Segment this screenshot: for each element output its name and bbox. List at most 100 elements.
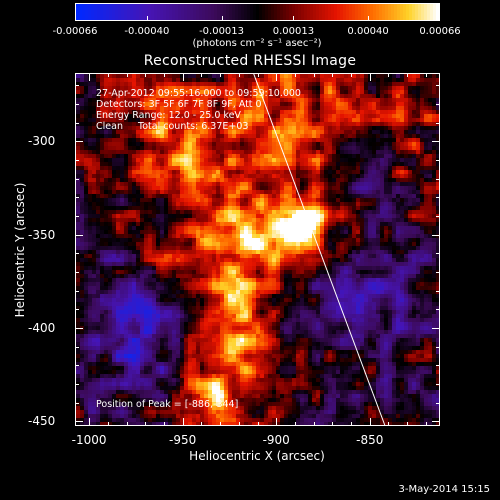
heatmap-pixel: [200, 130, 205, 135]
heatmap-pixel: [156, 166, 161, 171]
heatmap-pixel: [120, 122, 125, 127]
heatmap-pixel: [436, 138, 439, 143]
heatmap-pixel: [184, 206, 189, 211]
heatmap-pixel: [344, 154, 349, 159]
heatmap-pixel: [172, 158, 177, 163]
heatmap-pixel: [376, 230, 381, 235]
heatmap-pixel: [164, 174, 169, 179]
heatmap-pixel: [204, 166, 209, 171]
heatmap-pixel: [364, 122, 369, 127]
heatmap-pixel: [404, 186, 409, 191]
heatmap-pixel: [344, 138, 349, 143]
heatmap-pixel: [308, 74, 313, 79]
heatmap-pixel: [288, 238, 293, 243]
heatmap-pixel: [300, 234, 305, 239]
heatmap-pixel: [348, 206, 353, 211]
heatmap-pixel: [364, 158, 369, 163]
heatmap-pixel: [252, 178, 257, 183]
heatmap-pixel: [120, 202, 125, 207]
heatmap-pixel: [396, 174, 401, 179]
heatmap-pixel: [84, 106, 89, 111]
heatmap-pixel: [380, 94, 385, 99]
heatmap-pixel: [368, 166, 373, 171]
heatmap-pixel: [156, 98, 161, 103]
heatmap-pixel: [196, 162, 201, 167]
heatmap-pixel: [364, 174, 369, 179]
heatmap-pixel: [264, 142, 269, 147]
heatmap-pixel: [180, 186, 185, 191]
heatmap-pixel: [208, 170, 213, 175]
heatmap-pixel: [308, 134, 313, 139]
heatmap-pixel: [160, 198, 165, 203]
heatmap-pixel: [300, 126, 305, 131]
heatmap-pixel: [284, 86, 289, 91]
heatmap-pixel: [268, 150, 273, 155]
heatmap-pixel: [248, 182, 253, 187]
heatmap-pixel: [180, 178, 185, 183]
heatmap-pixel: [392, 106, 397, 111]
heatmap-pixel: [312, 214, 317, 219]
heatmap-pixel: [368, 218, 373, 223]
heatmap-pixel: [236, 74, 241, 79]
heatmap-pixel: [320, 138, 325, 143]
heatmap-pixel: [352, 154, 357, 159]
heatmap-pixel: [260, 138, 265, 143]
heatmap-pixel: [288, 206, 293, 211]
heatmap-pixel: [88, 82, 93, 87]
heatmap-pixel: [268, 178, 273, 183]
heatmap-pixel: [356, 146, 361, 151]
heatmap-pixel: [296, 106, 301, 111]
heatmap-pixel: [256, 126, 261, 131]
heatmap-pixel: [356, 230, 361, 235]
heatmap-pixel: [372, 218, 377, 223]
heatmap-pixel: [256, 222, 261, 227]
heatmap-pixel: [140, 214, 145, 219]
plot-area[interactable]: 27-Apr-2012 09:55:16.000 to 09:59:10.000…: [75, 73, 440, 426]
heatmap-pixel: [296, 234, 301, 239]
heatmap-pixel: [272, 194, 277, 199]
heatmap-pixel: [332, 178, 337, 183]
heatmap-pixel: [96, 174, 101, 179]
heatmap-pixel: [432, 102, 437, 107]
heatmap-pixel: [96, 118, 101, 123]
heatmap-pixel: [404, 146, 409, 151]
heatmap-pixel: [104, 226, 109, 231]
heatmap-pixel: [256, 150, 261, 155]
heatmap-pixel: [156, 158, 161, 163]
heatmap-pixel: [320, 198, 325, 203]
heatmap-pixel: [396, 110, 401, 115]
heatmap-pixel: [236, 202, 241, 207]
heatmap-pixel: [92, 166, 97, 171]
heatmap-pixel: [356, 130, 361, 135]
heatmap-pixel: [424, 126, 429, 131]
heatmap-pixel: [324, 230, 329, 235]
heatmap-pixel: [144, 186, 149, 191]
heatmap-pixel: [312, 210, 317, 215]
heatmap-pixel: [228, 82, 233, 87]
heatmap-pixel: [252, 226, 257, 231]
heatmap-pixel: [196, 94, 201, 99]
heatmap-pixel: [292, 90, 297, 95]
heatmap-pixel: [412, 118, 417, 123]
heatmap-pixel: [184, 90, 189, 95]
heatmap-pixel: [396, 114, 401, 119]
heatmap-pixel: [268, 202, 273, 207]
heatmap-pixel: [144, 78, 149, 83]
heatmap-pixel: [132, 178, 137, 183]
heatmap-pixel: [168, 114, 173, 119]
heatmap-pixel: [260, 234, 265, 239]
heatmap-pixel: [252, 130, 257, 135]
heatmap-pixel: [216, 198, 221, 203]
heatmap-pixel: [268, 130, 273, 135]
heatmap-pixel: [352, 210, 357, 215]
colorbar-swatch: [238, 4, 242, 20]
heatmap-pixel: [264, 162, 269, 167]
heatmap-pixel: [216, 162, 221, 167]
colorbar-swatch: [103, 4, 107, 20]
heatmap-pixel: [216, 178, 221, 183]
heatmap-pixel: [212, 230, 217, 235]
heatmap-pixel: [404, 82, 409, 87]
heatmap-pixel: [252, 146, 257, 151]
heatmap-pixel: [84, 210, 89, 215]
colorbar-swatch: [370, 4, 374, 20]
